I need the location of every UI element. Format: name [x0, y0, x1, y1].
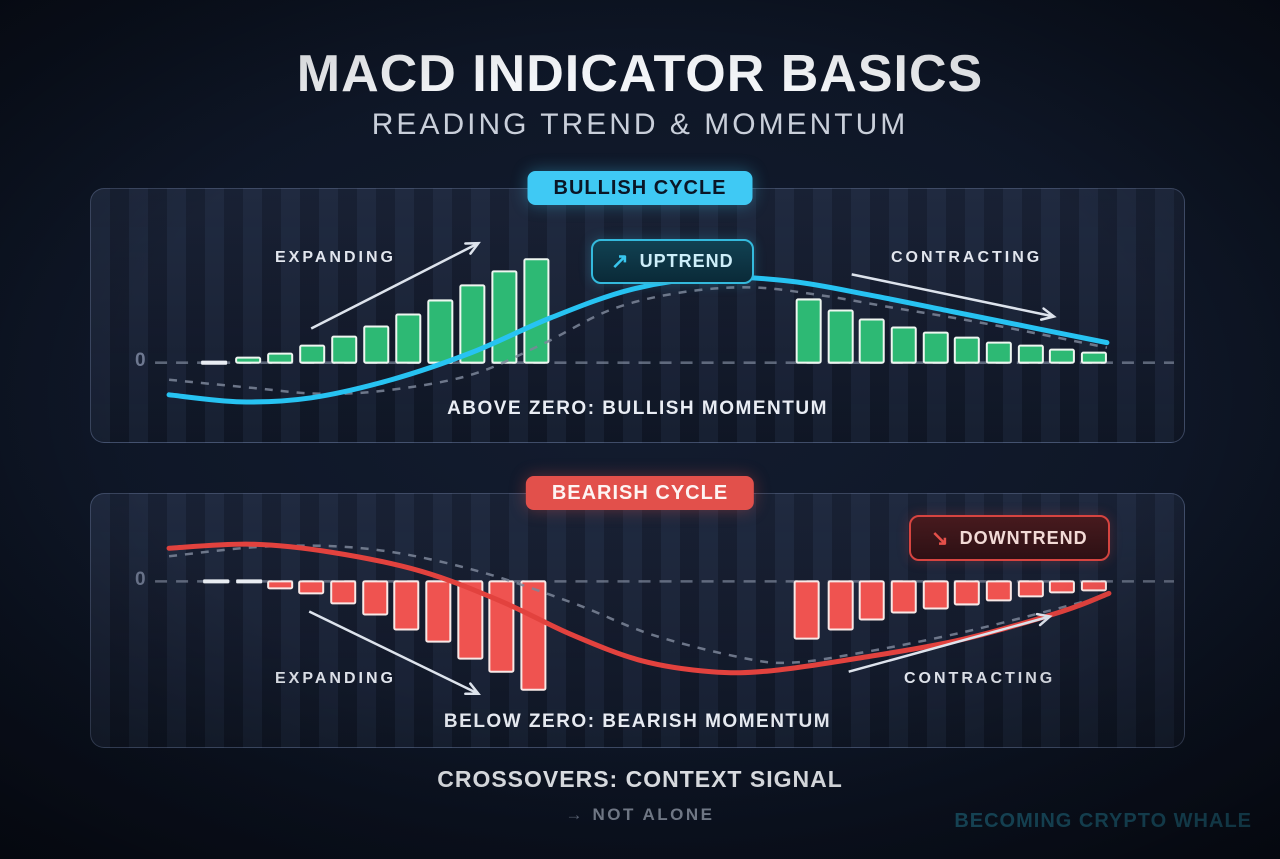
- histogram-bar: [827, 580, 854, 631]
- histogram-bar: [267, 580, 294, 590]
- signal-line: [168, 544, 1110, 665]
- zero-axis-label: 0: [135, 569, 146, 590]
- histogram-bar: [922, 580, 949, 610]
- signal-line: [168, 286, 1108, 396]
- uptrend-label: UPTREND: [639, 251, 734, 271]
- flat-histogram-bar: [203, 579, 230, 584]
- annotation-arrow: [848, 615, 1051, 673]
- histogram-bar: [1048, 348, 1075, 364]
- footer-heading: CROSSOVERS: CONTEXT SIGNAL: [437, 766, 843, 792]
- up-right-arrow-icon: ↗: [611, 250, 630, 273]
- macd-line: [166, 541, 1112, 676]
- annotation-arrow: [851, 273, 1055, 318]
- histogram-bar: [1017, 580, 1044, 598]
- expanding-label: EXPANDING: [275, 670, 396, 687]
- flat-histogram-bar: [236, 579, 263, 584]
- histogram-bar: [795, 298, 822, 364]
- histogram-bar: [457, 580, 484, 660]
- histogram-bar: [267, 352, 294, 364]
- bullish-macd-chart: [155, 241, 1174, 405]
- page-subtitle: READING TREND & MOMENTUM: [371, 108, 909, 141]
- contracting-label: CONTRACTING: [904, 670, 1056, 687]
- flat-histogram-bar: [201, 360, 228, 365]
- brand-watermark: BECOMING CRYPTO WHALE: [954, 810, 1252, 832]
- page-title: MACD INDICATOR BASICS: [296, 45, 984, 103]
- downtrend-badge: ↘ DOWNTREND: [909, 515, 1110, 561]
- histogram-bar: [1080, 351, 1107, 364]
- histogram-bar: [523, 258, 550, 364]
- bullish-cycle-badge: BULLISH CYCLE: [527, 171, 753, 205]
- arrowhead-icon: [1040, 307, 1057, 321]
- arrowhead-icon: [1035, 612, 1053, 627]
- bearish-caption: BELOW ZERO: BEARISH MOMENTUM: [443, 711, 832, 732]
- histogram-bar: [298, 580, 325, 595]
- macd-line: [166, 274, 1110, 405]
- bearish-cycle-panel: 0 EXPANDING CONTRACTING ↘ DOWNTREND BELO…: [90, 493, 1185, 748]
- bullish-cycle-panel: 0 EXPANDING CONTRACTING ↗ UPTREND ABOVE …: [90, 188, 1185, 443]
- histogram-bar: [363, 325, 390, 364]
- histogram-bar: [331, 335, 358, 364]
- histogram-bar: [425, 580, 452, 643]
- annotation-arrow: [310, 242, 479, 330]
- zero-axis-label: 0: [135, 350, 146, 371]
- bearish-cycle-badge: BEARISH CYCLE: [525, 476, 755, 510]
- histogram-bar: [393, 580, 420, 631]
- histogram-bar: [985, 580, 1012, 602]
- bearish-macd-chart: [155, 541, 1174, 696]
- histogram-bar: [1017, 344, 1044, 364]
- histogram-bar: [330, 580, 357, 605]
- histogram-bar: [858, 318, 885, 364]
- uptrend-badge: ↗ UPTREND: [591, 239, 754, 284]
- histogram-bar: [890, 326, 917, 364]
- histogram-bar: [520, 580, 547, 691]
- histogram-bar: [827, 309, 854, 364]
- histogram-bar: [491, 270, 518, 364]
- footer-note: → NOT ALONE: [0, 805, 1280, 825]
- right-arrow-icon: →: [565, 805, 583, 824]
- expanding-label: EXPANDING: [275, 249, 396, 266]
- histogram-bar: [793, 580, 820, 640]
- histogram-bar: [858, 580, 885, 621]
- contracting-label: CONTRACTING: [891, 249, 1043, 266]
- histogram-bar: [953, 336, 980, 364]
- histogram-bar: [299, 344, 326, 364]
- histogram-bar: [459, 284, 486, 364]
- histogram-bar: [890, 580, 917, 614]
- downtrend-label: DOWNTREND: [959, 527, 1088, 548]
- histogram-bar: [395, 313, 422, 364]
- annotation-arrow: [308, 610, 479, 695]
- histogram-bar: [362, 580, 389, 616]
- histogram-bar: [427, 299, 454, 364]
- histogram-bar: [953, 580, 980, 606]
- footer-note-text: NOT ALONE: [592, 805, 715, 824]
- histogram-bar: [1080, 580, 1107, 592]
- arrowhead-icon: [464, 682, 481, 696]
- histogram-bar: [922, 331, 949, 364]
- bullish-caption: ABOVE ZERO: BULLISH MOMENTUM: [447, 398, 828, 419]
- histogram-bar: [985, 341, 1012, 364]
- down-right-arrow-icon: ↘: [931, 526, 950, 550]
- histogram-bar: [235, 356, 262, 364]
- histogram-bar: [488, 580, 515, 673]
- histogram-bar: [1048, 580, 1075, 594]
- arrowhead-icon: [464, 241, 481, 255]
